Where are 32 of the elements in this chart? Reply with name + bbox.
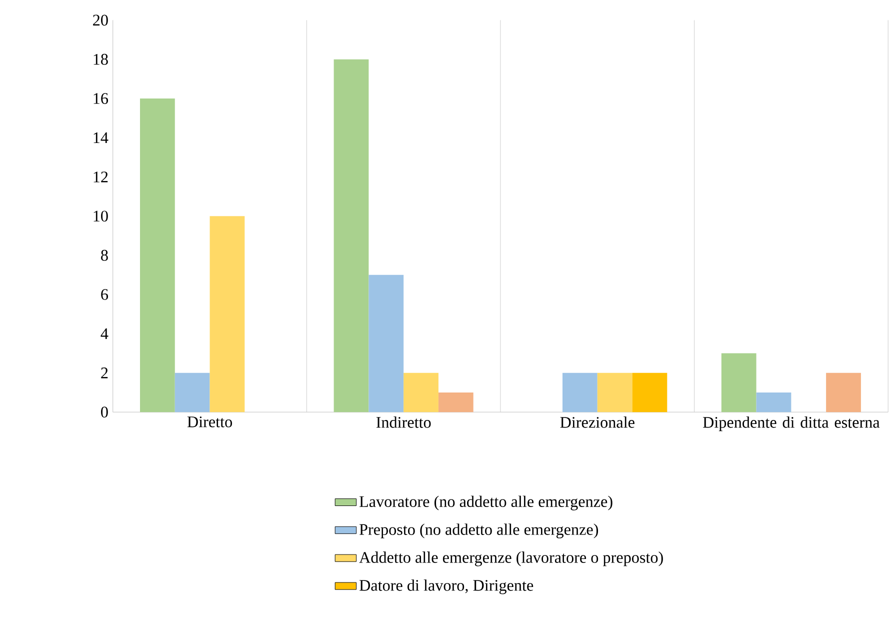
legend-label: Lavoratore (no addetto alle emergenze)	[359, 496, 612, 510]
y-tick-label: 12	[94, 172, 108, 182]
legend-label: Datore di lavoro, Dirigente	[359, 580, 534, 594]
y-tick-label: 16	[94, 93, 108, 104]
y-tick-label: 20	[93, 14, 108, 26]
bar	[334, 59, 369, 412]
bar	[756, 392, 792, 412]
bar	[721, 353, 756, 412]
y-tick-label: 0	[101, 406, 108, 418]
y-tick-label: 2	[101, 368, 108, 378]
legend-label: Addetto alle emergenze (lavoratore o preposto)	[359, 552, 663, 566]
bar	[438, 392, 474, 412]
bar	[597, 372, 632, 412]
y-tick-label: 8	[101, 250, 108, 261]
x-tick-label: Diretto	[187, 416, 232, 428]
x-tick-label: Indiretto	[376, 416, 431, 428]
y-tick-label: 6	[101, 289, 108, 300]
bar	[140, 98, 175, 412]
bar	[210, 216, 245, 412]
bar	[562, 372, 598, 412]
y-tick-label: 4	[100, 328, 108, 340]
y-tick-label: 14	[94, 132, 108, 144]
legend-label: Preposto (no addetto alle emergenze)	[359, 524, 598, 538]
bar	[404, 372, 438, 412]
y-tick-label: 10	[94, 210, 108, 222]
x-tick-label: Dipendente di ditta esterna	[702, 416, 880, 432]
bar	[632, 372, 668, 412]
bar	[826, 372, 861, 412]
y-tick-label: 18	[94, 54, 108, 65]
x-tick-label: Direzionale	[560, 416, 634, 428]
bar	[174, 372, 210, 412]
bar	[368, 274, 404, 412]
